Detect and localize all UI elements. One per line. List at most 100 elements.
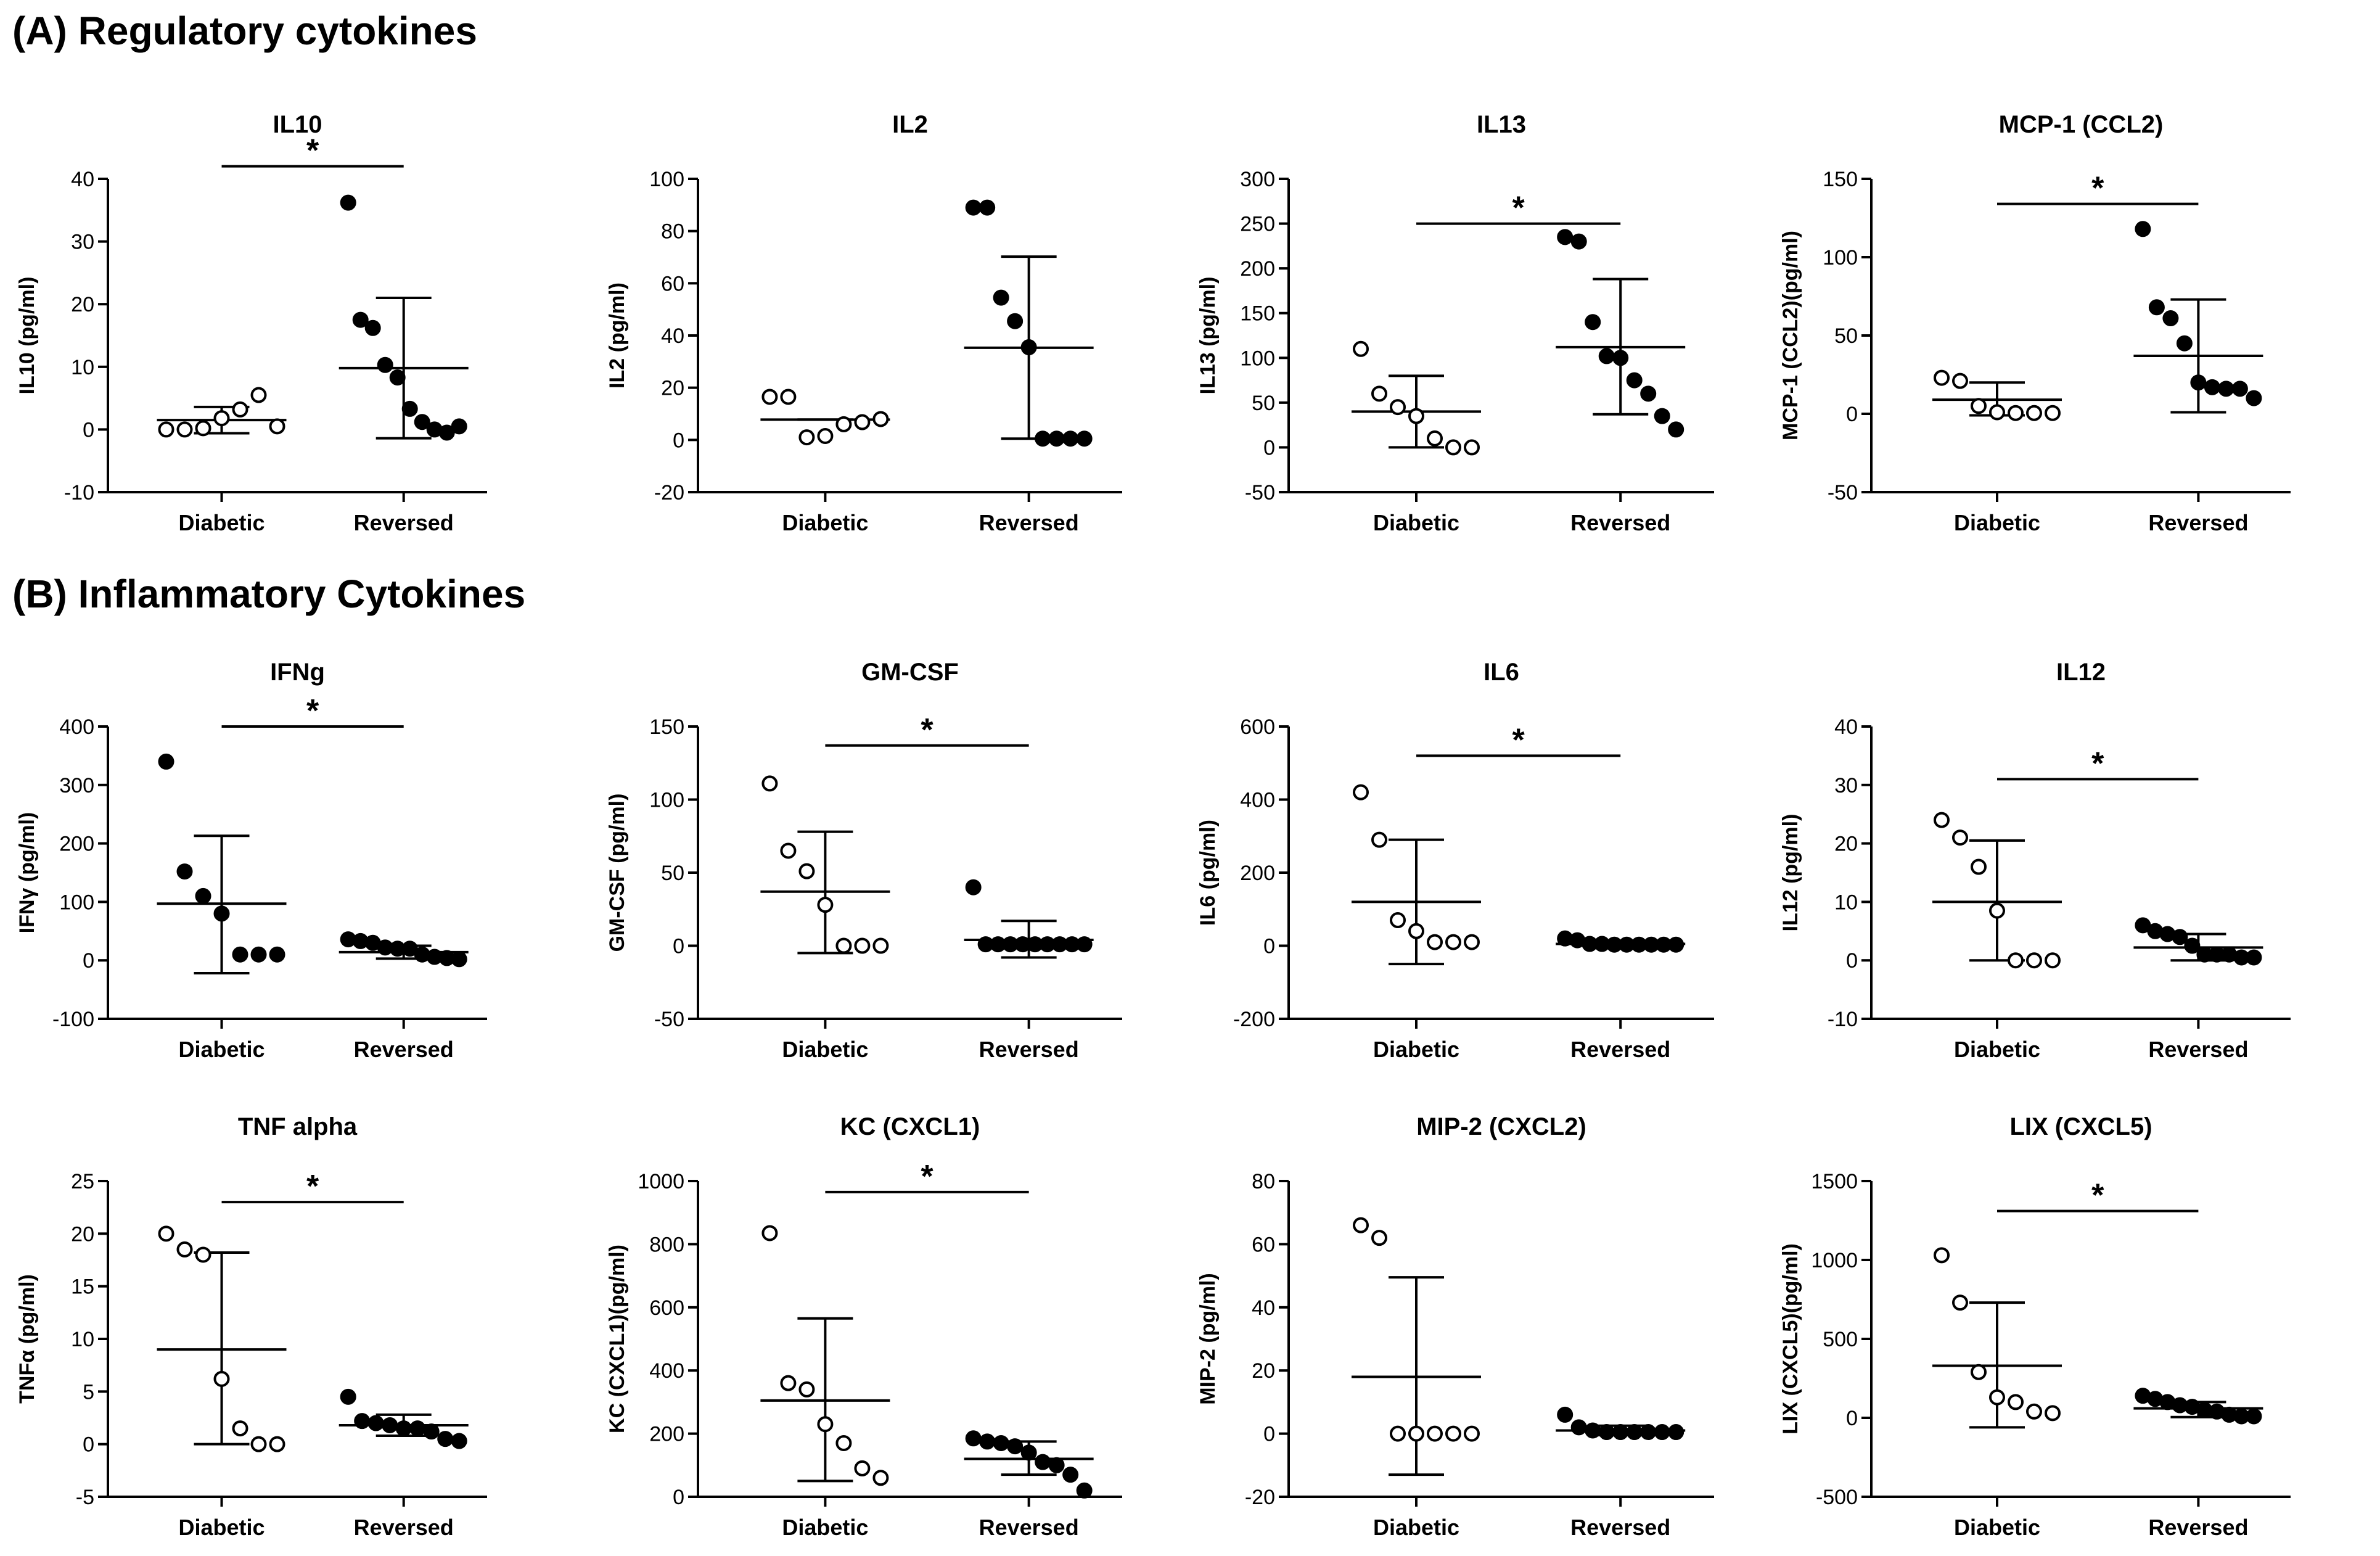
data-point [1971, 398, 1987, 414]
y-tick-label: 10 [71, 356, 94, 379]
y-tick-label: 60 [661, 272, 684, 295]
chart-panel-1: IL2 -20 0 20 40 60 80 100 Diabetic Reversed IL2 (p… [605, 111, 1122, 535]
chart-panel-2: IL13 -50 0 50 100 150 200 250 300 Diabetic Reverse… [1196, 111, 1714, 535]
data-point [854, 414, 871, 430]
y-tick-label: 50 [1834, 324, 1858, 348]
data-point [1062, 430, 1079, 447]
data-point [2246, 390, 2262, 406]
y-tick-label: 0 [673, 429, 684, 452]
x-category-label: Reversed [1570, 510, 1670, 535]
data-point [1408, 1425, 1424, 1442]
panel-title: MCP-1 (CCL2) [1999, 111, 2164, 138]
y-tick-label: 20 [1252, 1359, 1275, 1383]
significance-star: * [2091, 1178, 2104, 1214]
data-point [1076, 936, 1093, 953]
significance-star: * [306, 133, 319, 169]
data-point [1076, 430, 1093, 447]
data-point [2008, 1394, 2024, 1410]
data-point [2135, 917, 2151, 934]
y-tick-label: 60 [1252, 1233, 1275, 1256]
panel-title: IL12 [2056, 659, 2106, 686]
y-tick-label: -500 [1816, 1486, 1858, 1509]
data-point [158, 753, 174, 770]
chart-panel-10: MIP-2 (CXCL2) -20 0 20 40 60 80 Diabetic Reverse… [1196, 1113, 1714, 1540]
significance-star: * [921, 1159, 934, 1195]
data-point [1598, 348, 1615, 364]
data-point [451, 1433, 467, 1449]
chart-panel-4: IFNg -100 0 100 200 300 400 Diabetic Reversed IFN… [15, 659, 487, 1062]
data-point [817, 897, 834, 913]
data-point [213, 1370, 230, 1387]
data-point [798, 1381, 815, 1398]
data-point [1668, 936, 1684, 953]
data-point [1427, 430, 1443, 447]
data-point [213, 410, 230, 427]
y-tick-label: -10 [1828, 1008, 1858, 1031]
y-axis-label: MIP-2 (pg/ml) [1196, 1273, 1220, 1404]
data-point [250, 946, 267, 963]
y-tick-label: -50 [1245, 481, 1275, 504]
data-point [409, 1420, 426, 1437]
x-category-label: Diabetic [1954, 1037, 2040, 1062]
panel-title: IL13 [1477, 111, 1526, 138]
data-point [232, 401, 248, 418]
data-point [1464, 1425, 1480, 1442]
data-point [761, 389, 778, 405]
data-point [2045, 952, 2061, 969]
data-point [250, 387, 267, 403]
section-heading-b: (B) Inflammatory Cytokines [12, 572, 525, 616]
data-point [1371, 1230, 1387, 1246]
data-point [176, 421, 193, 438]
y-tick-label: 80 [1252, 1170, 1275, 1193]
data-point [1353, 784, 1369, 801]
data-point [1408, 408, 1424, 424]
y-axis-label: LIX (CXCL5)(pg/ml) [1779, 1243, 1802, 1435]
data-point [269, 418, 285, 435]
data-point [2204, 379, 2220, 395]
data-point [451, 418, 467, 435]
data-point [1934, 1247, 1950, 1264]
data-point [195, 420, 211, 437]
y-tick-label: 300 [1240, 168, 1275, 191]
y-axis-label: IL2 (pg/ml) [605, 282, 629, 389]
y-tick-label: 400 [1240, 789, 1275, 812]
data-point [1598, 1424, 1615, 1441]
y-tick-label: -20 [1245, 1486, 1275, 1509]
data-point [835, 416, 852, 432]
data-point [377, 356, 393, 373]
data-point [2246, 1408, 2262, 1425]
data-point [965, 1430, 982, 1447]
data-point [872, 1470, 889, 1486]
y-tick-label: 1000 [638, 1170, 684, 1193]
data-point [1390, 1425, 1406, 1442]
data-point [1020, 339, 1037, 356]
data-point [1952, 829, 1968, 846]
y-tick-label: 40 [661, 324, 684, 348]
panel-title: IL10 [273, 111, 322, 138]
data-point [2176, 335, 2193, 352]
data-point [2148, 299, 2165, 316]
data-point [2184, 937, 2201, 954]
y-axis-label: GM-CSF (pg/ml) [605, 794, 629, 952]
data-point [835, 1435, 852, 1451]
panel-title: IL6 [1483, 659, 1519, 686]
chart-panel-8: TNF alpha -5 0 5 10 15 20 25 Diabetic Reversed TNF… [15, 1113, 487, 1540]
data-point [2026, 1403, 2042, 1420]
data-point [1612, 1424, 1629, 1441]
data-point [1557, 229, 1574, 245]
y-tick-label: 400 [649, 1359, 684, 1383]
chart-panel-11: LIX (CXCL5) -500 0 500 1000 1500 Diabetic Rever… [1779, 1113, 2291, 1540]
data-point [1640, 1424, 1657, 1441]
data-point [761, 1225, 778, 1241]
data-point [1626, 372, 1643, 389]
data-point [979, 1433, 996, 1450]
data-point [437, 1431, 454, 1447]
x-category-label: Diabetic [178, 1515, 265, 1540]
y-tick-label: 200 [1240, 862, 1275, 885]
panel-title: IFNg [270, 659, 325, 686]
y-tick-label: 500 [1823, 1328, 1858, 1351]
data-point [158, 1225, 174, 1242]
data-point [780, 1375, 797, 1391]
y-tick-label: 1000 [1811, 1249, 1858, 1272]
